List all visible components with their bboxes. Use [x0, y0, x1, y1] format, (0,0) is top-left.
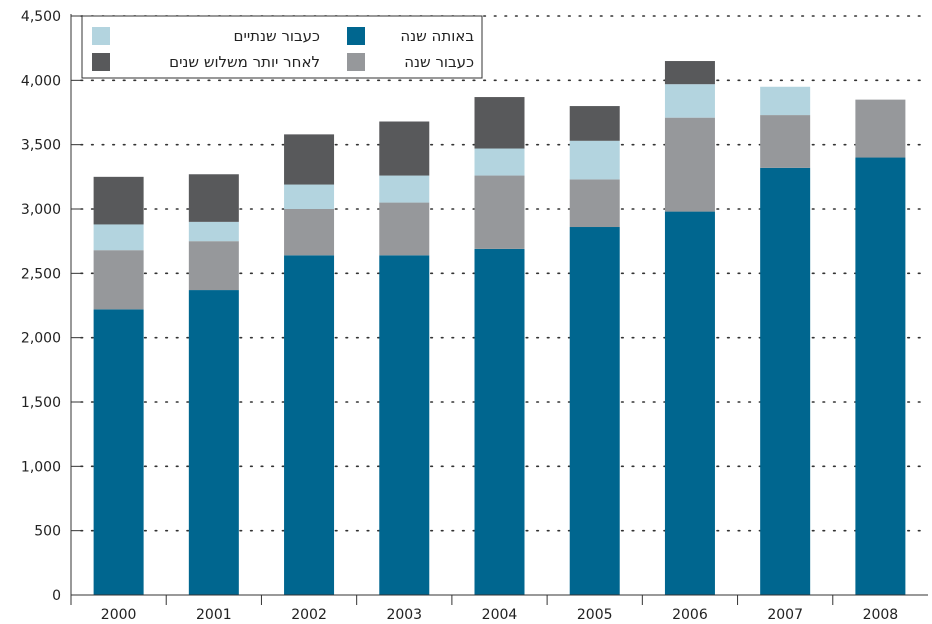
axes	[70, 14, 928, 605]
legend-label: כעבור שנתיים	[234, 27, 321, 45]
x-tick-label: 2003	[386, 607, 422, 623]
x-tick-label: 2004	[482, 607, 518, 623]
bar-2001-series-2	[188, 241, 239, 291]
legend-label: לאחר יותר משלוש שנים	[169, 53, 320, 71]
bar-2005-series-1	[569, 227, 620, 595]
bar-2008-series-1	[855, 157, 906, 596]
x-tick-label: 2006	[672, 607, 708, 623]
bars	[93, 61, 906, 596]
bar-2005-series-2	[569, 179, 620, 228]
x-tick-label: 2000	[101, 607, 137, 623]
bar-2001-series-4	[188, 174, 239, 222]
legend: באותה שנה כעבור שנה כעבור שנתיים לאחר יותר …	[81, 15, 483, 79]
bar-2003-series-1	[379, 255, 430, 595]
bar-2004-series-1	[474, 248, 525, 596]
x-tick-label: 2001	[196, 607, 232, 623]
bar-2002-series-2	[284, 209, 335, 256]
y-tick-label: 2,500	[21, 266, 61, 282]
bar-2002-series-3	[284, 184, 335, 209]
bar-2000-series-3	[93, 224, 144, 251]
bar-2003-series-3	[379, 175, 430, 203]
legend-swatch	[347, 53, 365, 71]
y-tick-label: 1,000	[21, 459, 61, 475]
y-tick-labels: 0 500 1,000 1,500 2,000 2,500 3,000 3,500 4,000 4…	[21, 9, 61, 604]
bar-2006-series-4	[664, 61, 715, 85]
x-tick-label: 2002	[291, 607, 327, 623]
bar-2004-series-3	[474, 148, 525, 176]
legend-label: כעבור שנה	[404, 53, 474, 71]
x-tick-label: 2007	[767, 607, 803, 623]
bar-2008-series-2	[855, 99, 906, 158]
bar-2002-series-1	[284, 255, 335, 595]
bar-2007-series-3	[760, 86, 811, 116]
bar-2002-series-4	[284, 134, 335, 185]
bar-2005-series-4	[569, 106, 620, 141]
bar-2000-series-2	[93, 250, 144, 310]
bar-2000-series-1	[93, 309, 144, 595]
y-tick-label: 4,500	[21, 9, 61, 25]
bar-2006-series-1	[664, 211, 715, 595]
legend-swatch	[92, 27, 110, 45]
x-tick-labels: 2000 2001 2002 2003 2004 2005 2006 2007 2008	[101, 607, 898, 623]
y-tick-label: 500	[34, 524, 61, 540]
bar-2003-series-4	[379, 121, 430, 176]
bar-2001-series-3	[188, 221, 239, 242]
bar-2003-series-2	[379, 202, 430, 256]
bar-2004-series-2	[474, 175, 525, 249]
bar-2005-series-3	[569, 140, 620, 180]
legend-swatch	[347, 27, 365, 45]
legend-swatch	[92, 53, 110, 71]
legend-box	[81, 15, 483, 79]
bar-2000-series-4	[93, 176, 144, 225]
y-tick-label: 0	[52, 588, 61, 604]
legend-label: באותה שנה	[400, 27, 474, 45]
bar-2007-series-1	[760, 167, 811, 595]
bar-2006-series-3	[664, 84, 715, 118]
y-tick-label: 3,500	[21, 138, 61, 154]
bar-2001-series-1	[188, 290, 239, 595]
y-tick-label: 4,000	[21, 73, 61, 89]
bar-2006-series-2	[664, 117, 715, 212]
y-tick-label: 3,000	[21, 202, 61, 218]
x-tick-label: 2008	[863, 607, 899, 623]
bar-2004-series-4	[474, 97, 525, 149]
bar-2007-series-2	[760, 115, 811, 168]
y-tick-label: 1,500	[21, 395, 61, 411]
x-tick-label: 2005	[577, 607, 613, 623]
y-tick-label: 2,000	[21, 331, 61, 347]
